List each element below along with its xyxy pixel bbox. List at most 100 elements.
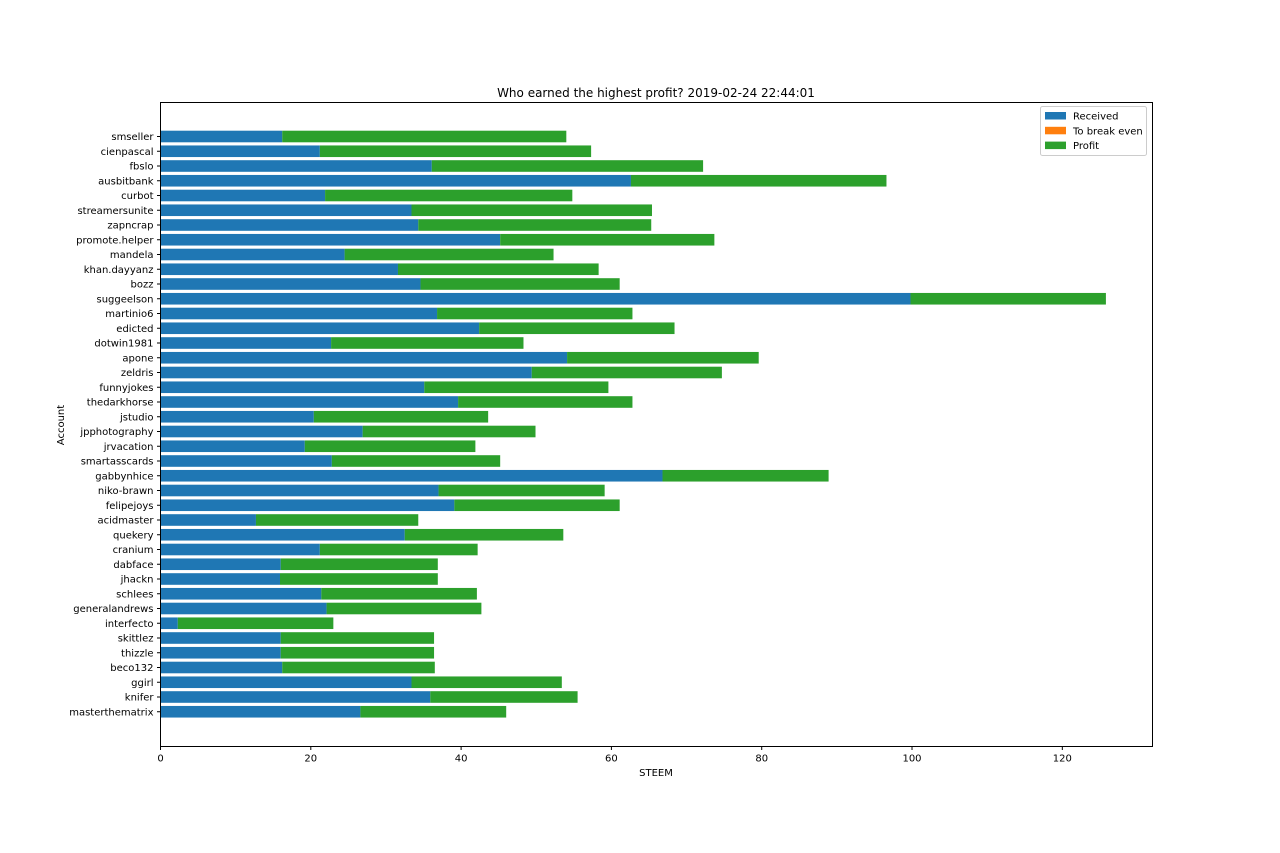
legend-swatch-received <box>1045 112 1066 120</box>
y-tick-label: interfecto <box>105 619 154 630</box>
bar-received-curbot <box>160 189 326 202</box>
bar-received-thizzle <box>160 646 281 659</box>
bar-profit-jhackn <box>279 573 438 585</box>
y-tick-label: ggirl <box>131 678 153 689</box>
x-tick-label: 60 <box>605 754 618 765</box>
bar-received-bozz <box>160 278 421 290</box>
bar-profit-niko-brawn <box>438 484 605 497</box>
bar-received-promote-helper <box>160 233 501 246</box>
y-tick-label: jrvacation <box>103 442 154 453</box>
bar-received-funnyjokes <box>160 381 425 394</box>
bar-received-fbslo <box>160 160 432 172</box>
bar-received-ggirl <box>160 676 412 689</box>
legend-label-profit: Profit <box>1073 141 1099 152</box>
bar-profit-ggirl <box>411 676 562 689</box>
bar-profit-acidmaster <box>255 514 419 526</box>
legend-label-to-break-even: To break even <box>1072 126 1143 137</box>
bar-profit-dotwin1981 <box>331 337 524 349</box>
bar-received-masterthematrix <box>160 705 361 718</box>
y-tick-label: zapncrap <box>107 221 153 232</box>
y-tick-label: thedarkhorse <box>87 398 154 409</box>
bar-profit-khan-dayyanz <box>397 263 599 276</box>
bar-received-jrvacation <box>160 440 305 453</box>
x-tick-label: 0 <box>157 754 163 765</box>
bar-profit-thedarkhorse <box>458 396 633 408</box>
y-tick-label: dotwin1981 <box>94 339 153 350</box>
bar-profit-apone <box>567 351 759 364</box>
bar-received-dabface <box>160 558 281 571</box>
y-tick-label: jstudio <box>119 412 154 423</box>
bar-received-beco132 <box>160 661 283 674</box>
bars-group <box>160 130 1106 718</box>
y-tick-label: cranium <box>113 545 154 556</box>
y-tick-label: promote.helper <box>76 235 154 246</box>
bar-received-jpphotography <box>160 425 363 438</box>
y-tick-label: mandela <box>110 250 154 261</box>
bar-profit-curbot <box>325 189 573 202</box>
y-tick-label: cienpascal <box>101 147 154 158</box>
y-tick-label: khan.dayyanz <box>84 265 154 276</box>
bar-received-interfecto <box>160 617 178 630</box>
bar-received-zapncrap <box>160 219 419 231</box>
bar-profit-schlees <box>321 587 477 600</box>
y-tick-label: curbot <box>121 191 153 202</box>
bar-profit-zapncrap <box>418 219 652 231</box>
y-tick-label: beco132 <box>110 663 153 674</box>
y-tick-label: streamersunite <box>77 206 153 217</box>
legend-swatch-profit <box>1045 141 1066 150</box>
y-tick-label: quekery <box>113 530 154 541</box>
y-tick-label: fbslo <box>130 162 154 173</box>
bar-profit-smartasscards <box>331 455 501 467</box>
bar-received-apone <box>160 351 568 364</box>
bar-profit-interfecto <box>177 617 334 630</box>
y-tick-label: funnyjokes <box>99 383 153 394</box>
x-tick-label: 20 <box>304 754 317 765</box>
y-axis-label: Account <box>56 405 67 445</box>
plot-frame <box>160 102 1153 747</box>
bar-received-edicted <box>160 322 480 335</box>
x-tick-label: 40 <box>455 754 468 765</box>
y-tick-label: acidmaster <box>97 516 154 527</box>
y-tick-label: generalandrews <box>73 604 153 615</box>
y-tick-label: bozz <box>131 280 154 291</box>
legend-swatch-to-break-even <box>1045 126 1066 135</box>
x-ticks-group: 0 20 40 60 80 100 120 <box>157 746 1072 765</box>
legend-label-received: Received <box>1073 112 1119 123</box>
y-tick-label: jhackn <box>120 575 154 586</box>
bar-received-acidmaster <box>160 514 256 526</box>
bar-received-felipejoys <box>160 499 455 512</box>
bar-profit-streamersunite <box>411 204 652 217</box>
bar-profit-jstudio <box>313 410 489 423</box>
y-tick-label: gabbynhice <box>95 471 153 482</box>
bar-received-gabbynhice <box>160 469 663 482</box>
chart-title: Who earned the highest profit? 2019-02-2… <box>497 86 815 100</box>
y-tick-label: niko-brawn <box>98 486 154 497</box>
x-tick-label: 80 <box>755 754 768 765</box>
bar-profit-quekery <box>404 528 564 541</box>
bar-profit-jrvacation <box>304 440 476 453</box>
bar-received-ausbitbank <box>160 174 631 187</box>
bar-profit-martinio6 <box>437 307 633 320</box>
bar-received-zeldris <box>160 366 532 379</box>
bar-received-smartasscards <box>160 455 332 467</box>
bar-received-cranium <box>160 543 320 556</box>
y-tick-label: felipejoys <box>106 501 154 512</box>
bar-received-martinio6 <box>160 307 438 320</box>
y-tick-label: knifer <box>125 693 155 704</box>
bar-profit-jpphotography <box>362 425 536 438</box>
y-tick-label: suggeelson <box>97 294 154 305</box>
y-tick-label: jpphotography <box>79 427 153 438</box>
bar-received-streamersunite <box>160 204 412 217</box>
bar-profit-beco132 <box>282 661 435 674</box>
y-tick-label: skittlez <box>118 634 154 645</box>
y-tick-label: edicted <box>116 324 153 335</box>
bar-profit-edicted <box>479 322 675 335</box>
bar-profit-bozz <box>420 278 620 290</box>
bar-received-schlees <box>160 587 322 600</box>
bar-profit-mandela <box>344 248 554 261</box>
x-tick-label: 100 <box>902 754 921 765</box>
bar-received-quekery <box>160 528 405 541</box>
bar-profit-funnyjokes <box>424 381 609 394</box>
bar-received-mandela <box>160 248 345 261</box>
